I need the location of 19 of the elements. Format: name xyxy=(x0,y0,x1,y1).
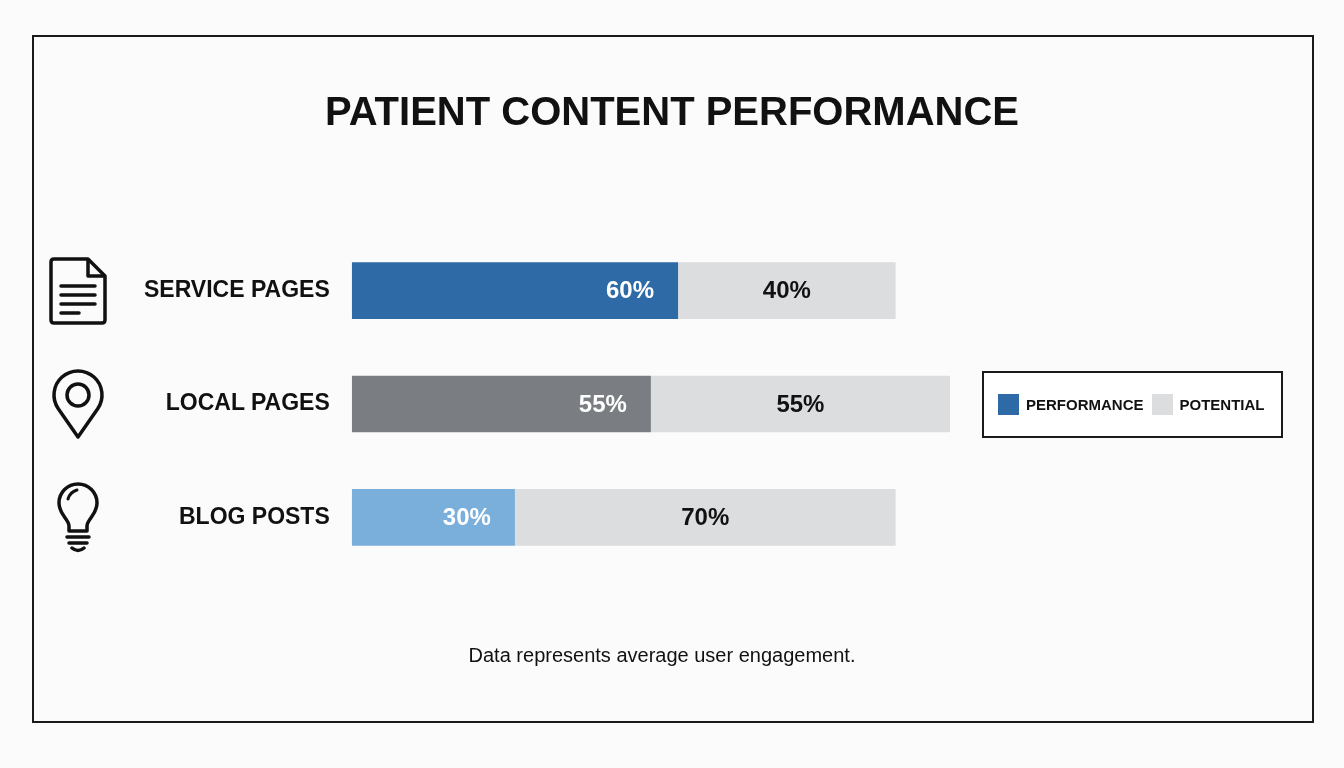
data-label: 55% xyxy=(578,389,627,417)
data-label: 70% xyxy=(681,503,730,531)
data-label: 30% xyxy=(442,503,491,531)
bar xyxy=(678,262,896,319)
bar xyxy=(650,375,950,433)
legend-label: POTENTIAL xyxy=(1179,395,1265,413)
chart-title: PATIENT CONTENT PERFORMANCE xyxy=(323,88,1021,135)
y-tick-label: BLOG POSTS xyxy=(178,502,330,529)
data-label: 60% xyxy=(606,276,655,304)
text: Data represents average user engagement. xyxy=(467,643,857,668)
y-tick-label: LOCAL PAGES xyxy=(165,389,330,416)
y-tick-label: SERVICE PAGES xyxy=(144,275,330,302)
bar xyxy=(514,489,896,546)
bar xyxy=(351,375,651,433)
data-label: 55% xyxy=(776,389,825,417)
bar xyxy=(351,489,515,546)
data-label: 40% xyxy=(762,276,811,304)
legend-label: PERFORMANCE xyxy=(1026,395,1144,413)
bar xyxy=(351,262,679,319)
